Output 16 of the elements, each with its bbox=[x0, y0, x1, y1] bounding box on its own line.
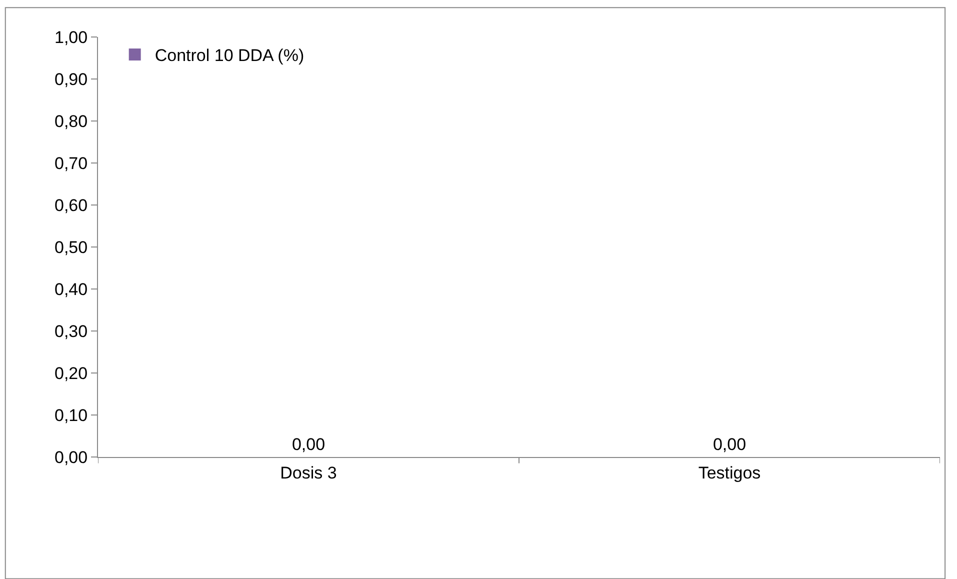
data-label: 0,00 bbox=[292, 435, 326, 454]
y-tick-label: 0,20 bbox=[54, 364, 88, 383]
y-tick-label: 0,40 bbox=[54, 280, 88, 299]
x-tick-label: Testigos bbox=[698, 463, 761, 482]
y-tick-label: 0,50 bbox=[54, 238, 88, 257]
y-tick-label: 0,80 bbox=[54, 112, 88, 131]
y-tick-label: 0,60 bbox=[54, 196, 88, 215]
y-tick-label: 0,00 bbox=[54, 448, 88, 467]
y-tick-label: 0,30 bbox=[54, 322, 88, 341]
y-tick-label: 0,70 bbox=[54, 154, 88, 173]
y-tick-label: 0,90 bbox=[54, 70, 88, 89]
legend-label: Control 10 DDA (%) bbox=[154, 46, 304, 66]
x-tick-label: Dosis 3 bbox=[280, 463, 337, 482]
y-tick-label: 1,00 bbox=[54, 28, 88, 47]
data-label: 0,00 bbox=[712, 435, 746, 454]
y-tick-label: 0,10 bbox=[54, 406, 88, 425]
